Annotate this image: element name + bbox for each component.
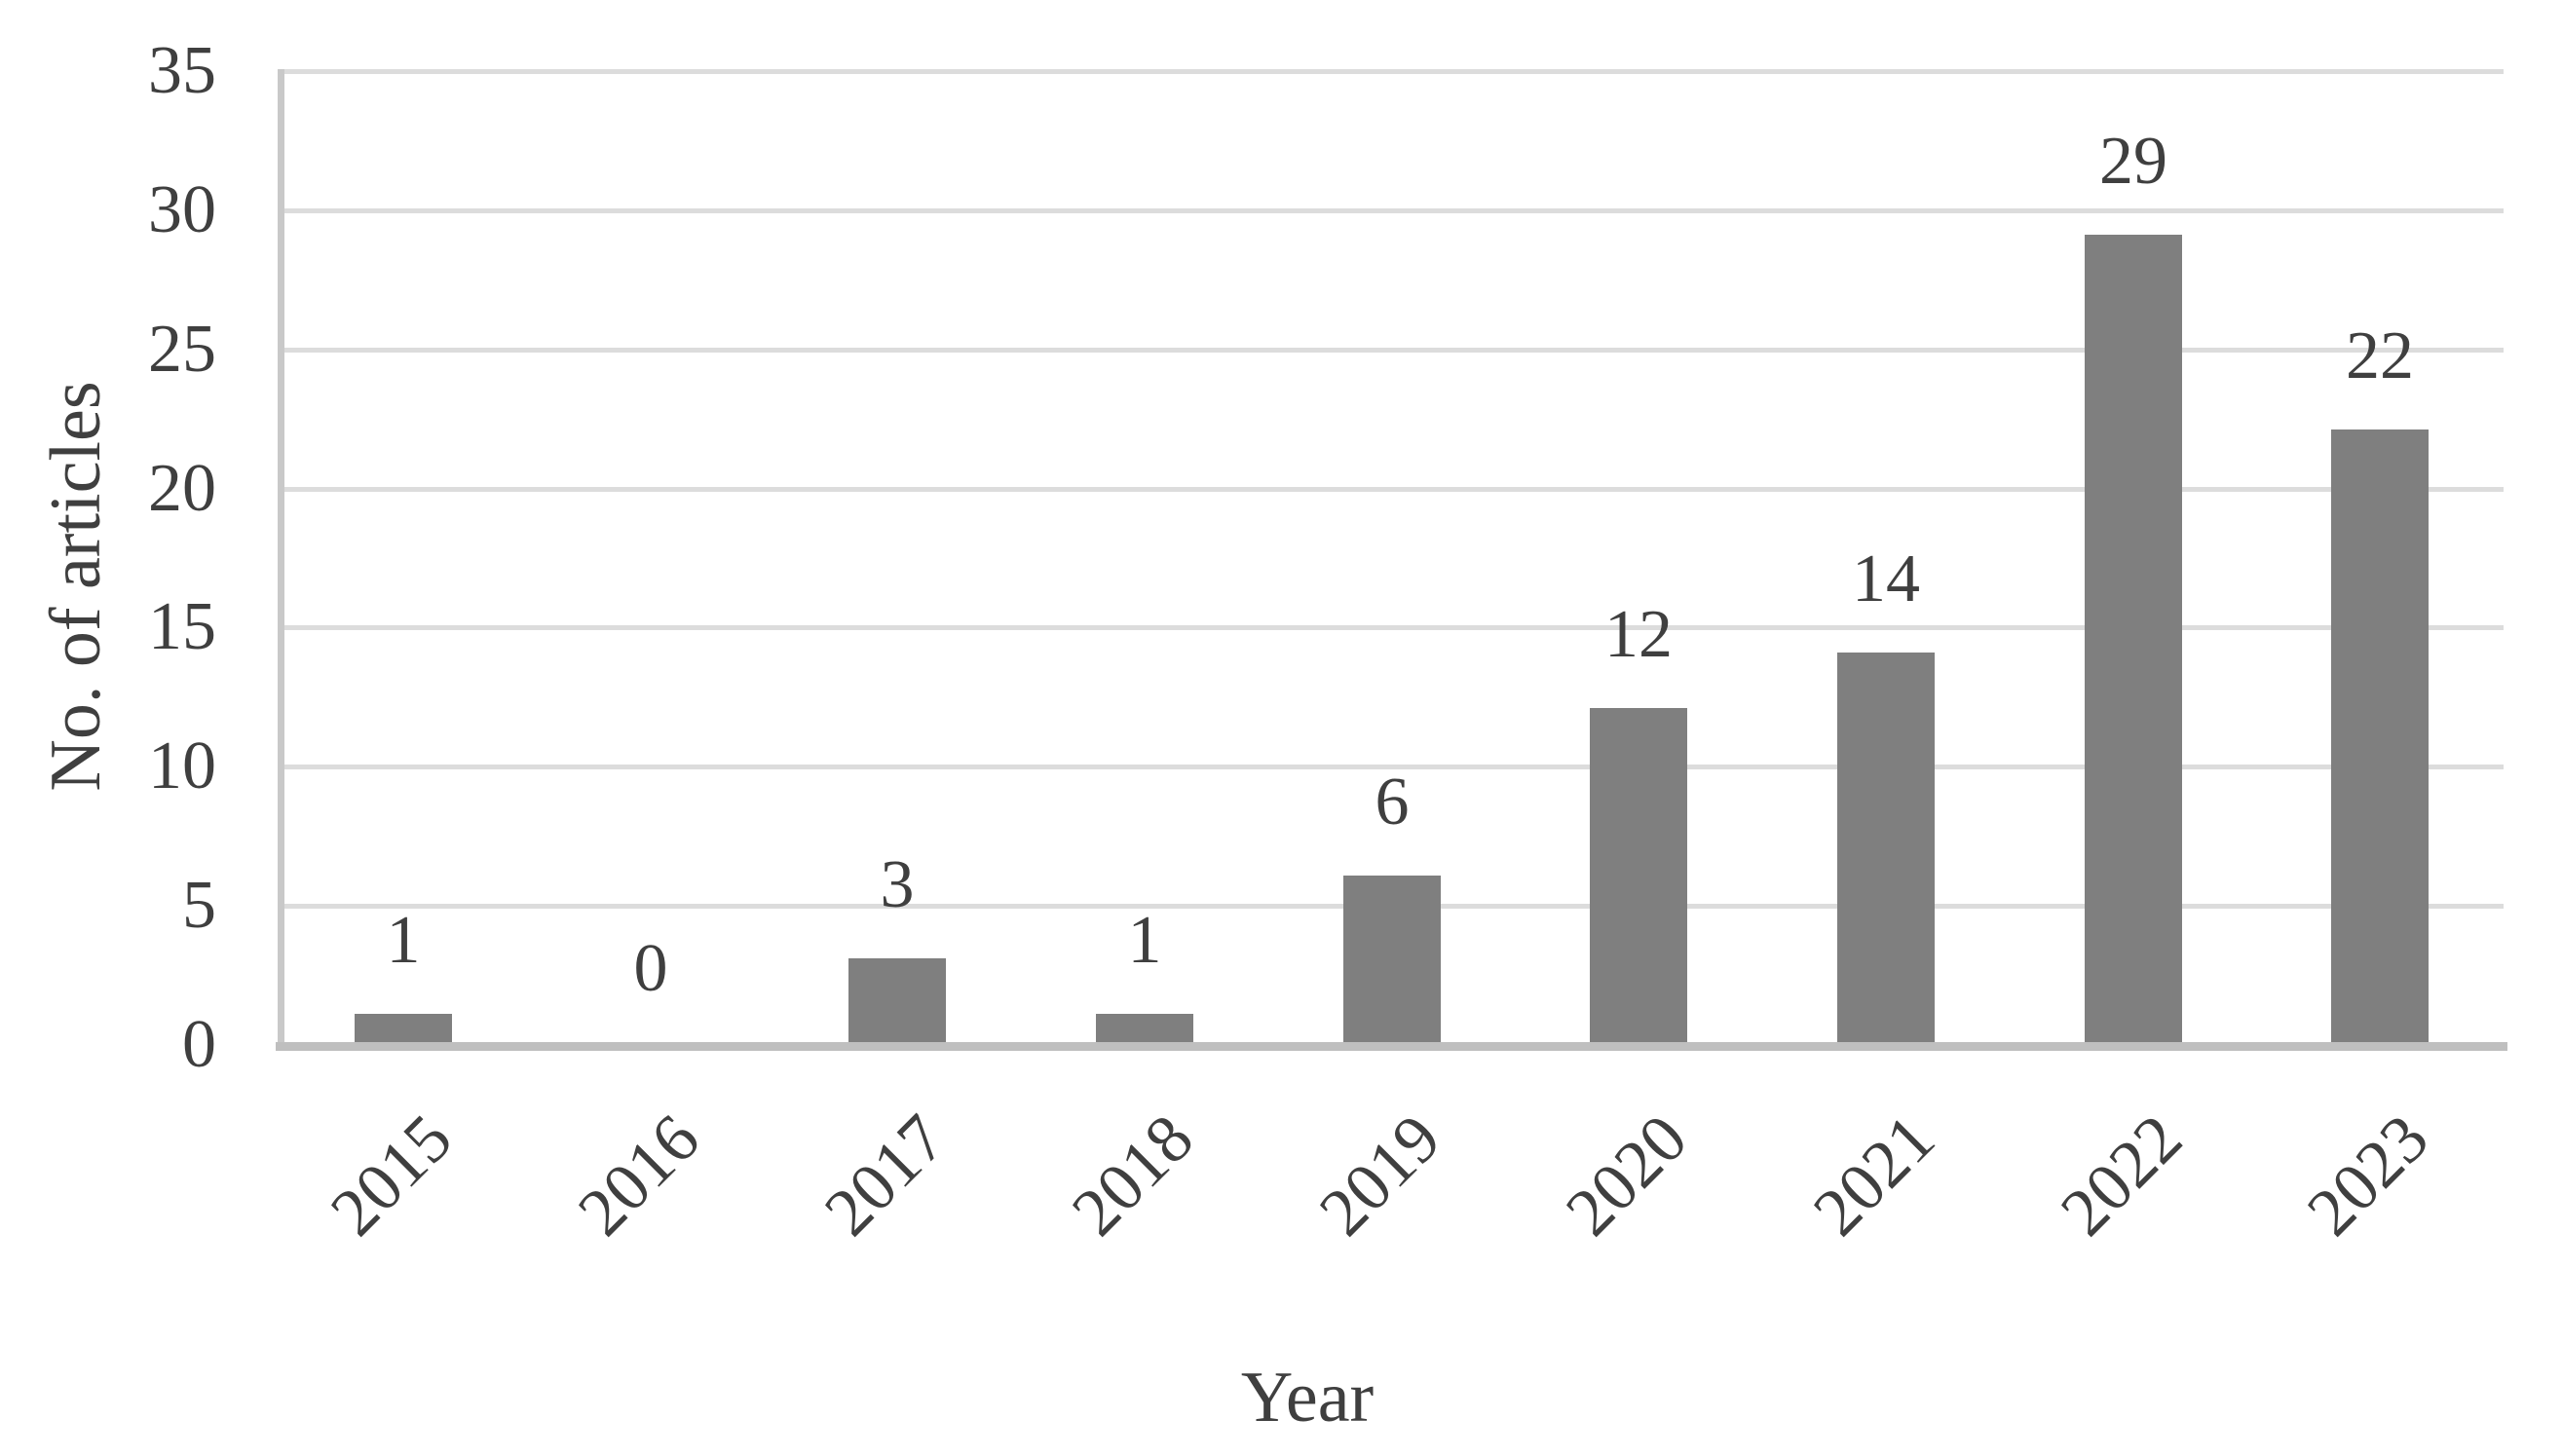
bar-2021 bbox=[1837, 653, 1935, 1042]
data-label-2016: 0 bbox=[633, 931, 668, 1006]
data-label-2017: 3 bbox=[880, 847, 915, 922]
gridline-10 bbox=[280, 765, 2504, 769]
gridline-25 bbox=[280, 348, 2504, 353]
bar-2017 bbox=[848, 958, 946, 1042]
y-tick-label-15: 15 bbox=[148, 589, 216, 664]
x-axis-title: Year bbox=[1240, 1358, 1375, 1437]
x-tick-label-2020: 2020 bbox=[1552, 1101, 1702, 1251]
data-label-2018: 1 bbox=[1127, 903, 1162, 978]
y-tick-label-25: 25 bbox=[148, 312, 216, 387]
bar-2020 bbox=[1590, 708, 1687, 1042]
data-label-2022: 29 bbox=[2099, 124, 2167, 199]
gridline-30 bbox=[280, 208, 2504, 213]
x-tick-label-2018: 2018 bbox=[1058, 1101, 1208, 1251]
x-axis-line bbox=[276, 1042, 2507, 1051]
gridline-20 bbox=[280, 487, 2504, 492]
data-label-2015: 1 bbox=[386, 903, 421, 978]
x-tick-label-2023: 2023 bbox=[2293, 1101, 2443, 1251]
y-axis-line bbox=[278, 69, 284, 1050]
bar-2018 bbox=[1096, 1014, 1193, 1042]
x-tick-label-2022: 2022 bbox=[2047, 1101, 2197, 1251]
data-label-2019: 6 bbox=[1375, 765, 1410, 840]
x-tick-label-2021: 2021 bbox=[1799, 1101, 1949, 1251]
y-tick-label-35: 35 bbox=[148, 33, 216, 108]
bar-2019 bbox=[1343, 876, 1441, 1042]
gridline-15 bbox=[280, 625, 2504, 630]
x-tick-label-2017: 2017 bbox=[810, 1101, 961, 1251]
x-tick-label-2016: 2016 bbox=[564, 1101, 714, 1251]
data-label-2020: 12 bbox=[1604, 597, 1673, 672]
y-tick-label-30: 30 bbox=[148, 172, 216, 247]
bar-2022 bbox=[2085, 235, 2182, 1042]
bar-2023 bbox=[2331, 429, 2429, 1042]
y-tick-label-10: 10 bbox=[148, 728, 216, 803]
data-label-2021: 14 bbox=[1852, 541, 1920, 616]
bar-2015 bbox=[355, 1014, 452, 1042]
x-tick-label-2015: 2015 bbox=[317, 1101, 467, 1251]
y-tick-label-0: 0 bbox=[182, 1007, 216, 1082]
x-tick-label-2019: 2019 bbox=[1305, 1101, 1455, 1251]
y-tick-label-5: 5 bbox=[182, 868, 216, 943]
plot-area bbox=[280, 69, 2504, 1045]
gridline-35 bbox=[280, 69, 2504, 74]
data-label-2023: 22 bbox=[2346, 318, 2414, 393]
y-tick-label-20: 20 bbox=[148, 451, 216, 526]
